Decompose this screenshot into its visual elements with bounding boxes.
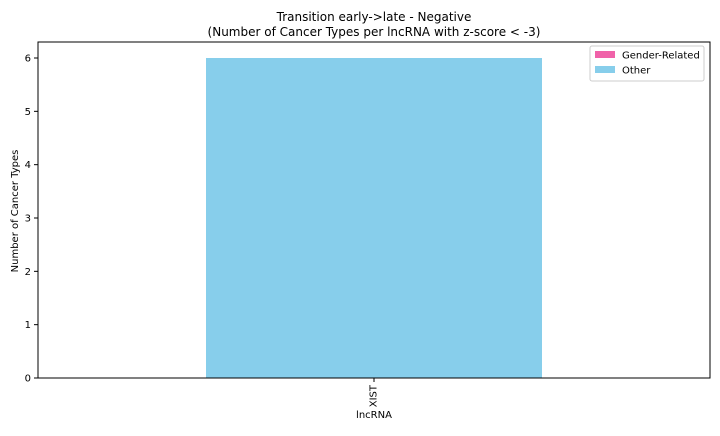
y-tick-label: 1	[25, 320, 31, 331]
legend-swatch	[595, 51, 615, 58]
legend-label: Gender-Related	[622, 51, 700, 62]
chart-title: Transition early->late - Negative	[276, 10, 472, 24]
y-tick-label: 4	[25, 160, 31, 171]
x-tick-label: XIST	[369, 384, 380, 407]
plot-frame	[37, 41, 711, 379]
plot-area: XIST 0 1 2 3 4 5 6	[25, 41, 711, 407]
bar-xist-other	[206, 58, 542, 378]
y-tick-label: 6	[25, 54, 31, 65]
chart-subtitle: (Number of Cancer Types per lncRNA with …	[208, 25, 541, 39]
legend-label: Other	[622, 66, 651, 77]
legend-box	[589, 45, 705, 82]
y-tick-label: 0	[25, 374, 31, 385]
legend: Gender-Related Other	[589, 45, 705, 82]
x-axis-label: lncRNA	[356, 410, 392, 421]
y-axis-label: Number of Cancer Types	[10, 150, 21, 273]
legend-swatch	[595, 66, 615, 73]
y-tick-label: 3	[25, 214, 31, 225]
y-tick-label: 2	[25, 267, 31, 278]
y-tick-label: 5	[25, 107, 31, 118]
